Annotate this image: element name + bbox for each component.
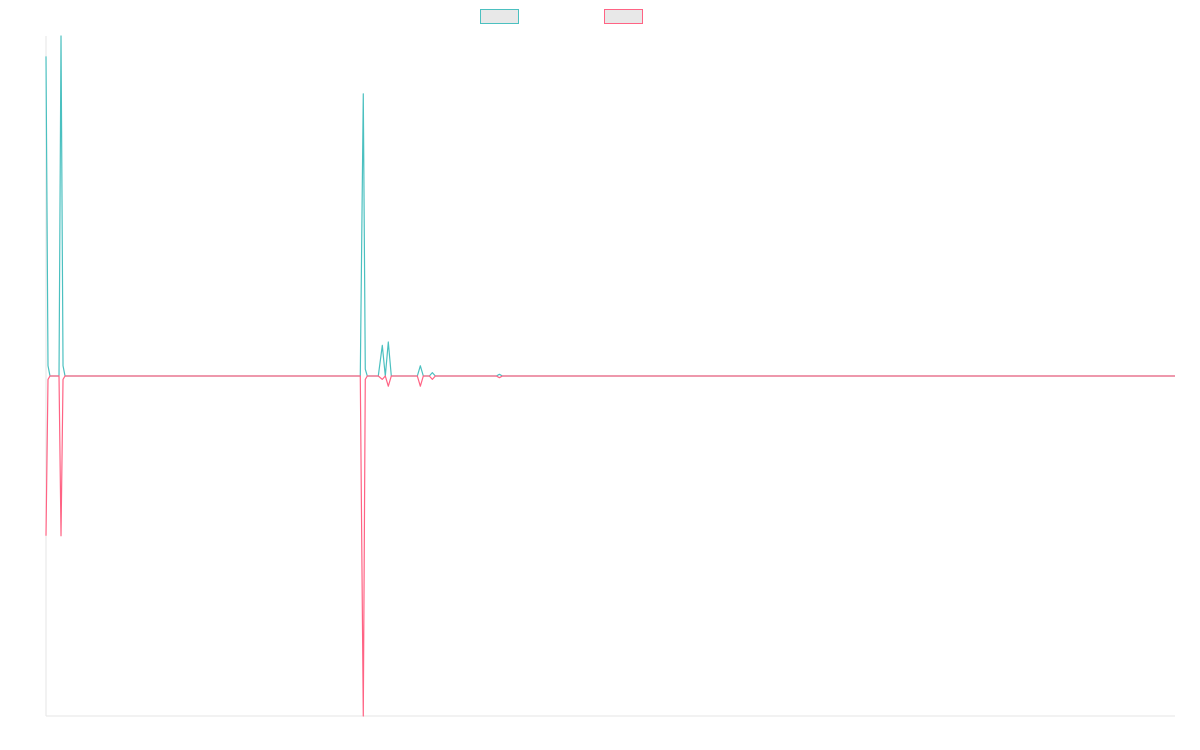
series-line-2 [45,375,1175,717]
legend-swatch-series-1[interactable] [480,9,519,24]
series-line-1 [45,35,1175,377]
legend-swatch-series-2[interactable] [604,9,643,24]
series-layer [45,35,1175,717]
